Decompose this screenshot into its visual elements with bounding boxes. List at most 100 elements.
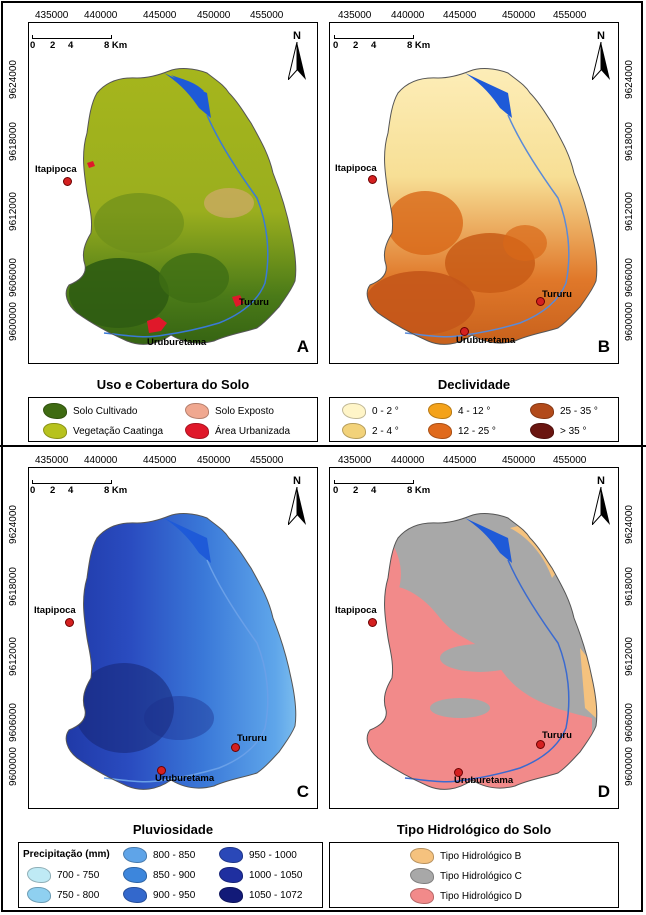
legend-swatch xyxy=(342,403,366,419)
uruburetama-label: Uruburetama xyxy=(147,337,207,348)
north-arrow-d: N xyxy=(591,475,610,530)
scale-label: 2 xyxy=(50,40,56,51)
x-tick: 445000 xyxy=(143,10,177,21)
legend-item: 1050 - 1072 xyxy=(219,887,302,903)
y-tick: 9606000 xyxy=(624,258,635,297)
legend-swatch xyxy=(530,423,554,439)
scale-label: 0 xyxy=(30,40,36,51)
scale-label: 4 xyxy=(371,485,377,496)
legend-header: Precipitação (mm) xyxy=(23,849,110,860)
rainfall-map xyxy=(65,513,297,790)
itapipoca-marker xyxy=(368,175,377,184)
scale-bar-line xyxy=(334,35,414,39)
land-use-map xyxy=(65,68,297,345)
north-arrow-icon xyxy=(287,41,306,81)
x-tick: 440000 xyxy=(84,10,118,21)
x-tick: 455000 xyxy=(553,10,587,21)
uruburetama-label: Uruburetama xyxy=(456,335,516,346)
map-panel-b: Itapipoca Tururu Uruburetama B xyxy=(329,22,619,364)
legend-item: 700 - 750 xyxy=(27,867,99,883)
y-tick: 9600000 xyxy=(624,747,635,786)
legend-label: Vegetação Caatinga xyxy=(73,425,164,437)
legend-swatch xyxy=(43,423,67,439)
y-tick: 9600000 xyxy=(624,302,635,341)
legend-swatch xyxy=(530,403,554,419)
legend-swatch xyxy=(123,887,147,903)
tururu-label: Tururu xyxy=(542,730,572,741)
legend-item: 0 - 2 ° xyxy=(342,403,399,419)
itapipoca-marker xyxy=(65,618,74,627)
north-label: N xyxy=(293,475,301,487)
legend-item: 950 - 1000 xyxy=(219,847,297,863)
tururu-marker xyxy=(536,297,545,306)
scale-label: 0 xyxy=(30,485,36,496)
north-arrow-a: N xyxy=(287,30,306,85)
tururu-marker xyxy=(536,740,545,749)
y-tick: 9612000 xyxy=(624,637,635,676)
scale-label: 0 xyxy=(333,485,339,496)
north-arrow-icon xyxy=(591,486,610,526)
itapipoca-label: Itapipoca xyxy=(335,605,377,616)
legend-item: Área Urbanizada xyxy=(185,423,290,439)
north-arrow-icon xyxy=(287,486,306,526)
legend-label: 750 - 800 xyxy=(57,889,100,901)
y-tick: 9606000 xyxy=(8,703,19,742)
y-tick: 9612000 xyxy=(8,192,19,231)
scale-bar-line xyxy=(32,35,112,39)
legend-label: 4 - 12 ° xyxy=(458,405,491,417)
legend-swatch xyxy=(185,423,209,439)
scale-label: 2 xyxy=(50,485,56,496)
legend-label: Solo Cultivado xyxy=(73,405,138,417)
itapipoca-marker xyxy=(63,177,72,186)
scale-label: 4 xyxy=(68,485,74,496)
legend-item: 850 - 900 xyxy=(123,867,195,883)
legend-hydrologic: Tipo Hidrológico B Tipo Hidrológico C Ti… xyxy=(329,842,619,908)
legend-label: Tipo Hidrológico C xyxy=(440,870,522,882)
legend-swatch xyxy=(428,423,452,439)
y-tick: 9624000 xyxy=(8,505,19,544)
uruburetama-marker xyxy=(157,766,166,775)
legend-label: 12 - 25 ° xyxy=(458,425,496,437)
tururu-label: Tururu xyxy=(542,289,572,300)
legend-item: 900 - 950 xyxy=(123,887,195,903)
hydrologic-soil-map xyxy=(366,513,598,790)
legend-label: 1050 - 1072 xyxy=(249,889,303,901)
legend-item: 1000 - 1050 xyxy=(219,867,302,883)
x-tick: 440000 xyxy=(391,455,425,466)
tururu-label: Tururu xyxy=(239,297,269,308)
legend-label: 950 - 1000 xyxy=(249,849,297,861)
x-tick: 440000 xyxy=(391,10,425,21)
y-tick: 9612000 xyxy=(624,192,635,231)
figure-separator xyxy=(0,445,646,447)
y-tick: 9618000 xyxy=(8,567,19,606)
y-tick: 9624000 xyxy=(624,60,635,99)
panel-title-a: Uso e Cobertura do Solo xyxy=(96,377,250,392)
x-tick: 450000 xyxy=(197,455,231,466)
itapipoca-marker xyxy=(368,618,377,627)
legend-swatch xyxy=(123,847,147,863)
legend-label: 1000 - 1050 xyxy=(249,869,303,881)
legend-item: 750 - 800 xyxy=(27,887,99,903)
x-tick: 435000 xyxy=(35,10,69,21)
legend-label: 25 - 35 ° xyxy=(560,405,598,417)
tururu-label: Tururu xyxy=(237,733,267,744)
legend-label: 800 - 850 xyxy=(153,849,196,861)
scale-label: 0 xyxy=(333,40,339,51)
y-tick: 9606000 xyxy=(8,258,19,297)
legend-item: Solo Exposto xyxy=(185,403,274,419)
scale-bar-line xyxy=(32,480,112,484)
north-arrow-b: N xyxy=(591,30,610,85)
panel-title-b: Declividade xyxy=(437,377,511,392)
scale-label: 2 xyxy=(353,40,359,51)
x-tick: 445000 xyxy=(443,455,477,466)
y-tick: 9606000 xyxy=(624,703,635,742)
x-tick: 435000 xyxy=(338,10,372,21)
map-panel-d: Itapipoca Tururu Uruburetama D xyxy=(329,467,619,809)
scale-label: 8 Km xyxy=(104,485,128,496)
legend-item: 12 - 25 ° xyxy=(428,423,496,439)
legend-label: Solo Exposto xyxy=(215,405,274,417)
x-tick: 455000 xyxy=(250,455,284,466)
legend-land-use: Solo Cultivado Solo Exposto Vegetação Ca… xyxy=(28,397,318,442)
legend-swatch xyxy=(123,867,147,883)
map-panel-c: Itapipoca Tururu Uruburetama C xyxy=(28,467,318,809)
